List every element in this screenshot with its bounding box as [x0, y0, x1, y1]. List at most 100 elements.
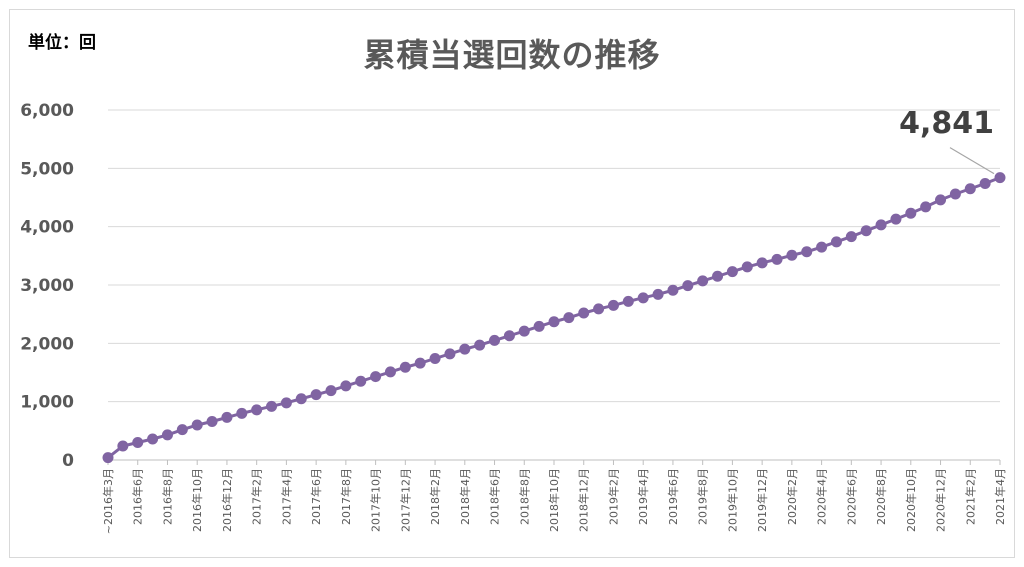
x-tick-label: 2020年10月: [904, 468, 918, 532]
x-tick-label: 2019年6月: [666, 468, 680, 525]
data-point: [176, 424, 188, 436]
y-tick-label: 5,000: [20, 159, 74, 179]
data-point: [399, 361, 411, 373]
x-tick-label: 2017年2月: [250, 468, 264, 525]
data-point: [786, 249, 798, 261]
data-point: [117, 440, 129, 452]
x-tick-label: 2017年8月: [339, 468, 353, 525]
data-point: [280, 397, 292, 409]
data-point: [563, 312, 575, 324]
series-line: [102, 172, 1006, 464]
data-point: [830, 236, 842, 248]
data-point: [429, 353, 441, 364]
y-axis: 0 1,000 2,000 3,000 4,000 5,000 6,000: [20, 101, 74, 471]
data-point: [712, 270, 724, 282]
x-tick-label: 2021年4月: [993, 468, 1007, 525]
data-point: [251, 404, 263, 416]
chart-title: 累積当選回数の推移: [363, 36, 661, 74]
x-tick-label: 2020年8月: [874, 468, 888, 525]
y-tick-label: 2,000: [20, 334, 74, 354]
unit-label: 単位：回: [28, 33, 96, 53]
chart-frame: [9, 9, 1015, 558]
data-point: [845, 231, 857, 243]
x-tick-label: 2017年6月: [309, 468, 323, 525]
data-point: [147, 433, 159, 445]
data-point: [935, 194, 947, 206]
x-tick-label: 2016年8月: [160, 468, 174, 525]
data-point: [741, 261, 753, 273]
data-point: [474, 339, 486, 351]
y-tick-label: 1,000: [20, 393, 74, 413]
leader-line: [949, 147, 995, 175]
gridlines: [108, 109, 1000, 403]
data-point: [221, 411, 233, 423]
x-tick-label: 2019年2月: [606, 468, 620, 525]
data-point: [533, 320, 545, 332]
x-tick-label: 2018年6月: [488, 468, 502, 525]
data-point: [964, 183, 976, 195]
data-point: [622, 295, 634, 307]
x-tick-label: 2021年2月: [963, 468, 977, 525]
data-point: [459, 343, 471, 355]
x-tick-label: 2020年2月: [785, 468, 799, 525]
data-point: [890, 213, 902, 225]
data-point: [578, 307, 590, 319]
data-point: [875, 219, 887, 231]
data-point: [756, 257, 768, 269]
x-tick-label: 2020年12月: [934, 468, 948, 532]
y-tick-label: 3,000: [20, 276, 74, 296]
data-point: [979, 178, 991, 189]
data-point: [325, 385, 337, 397]
data-point: [191, 419, 203, 431]
data-point: [697, 275, 709, 287]
data-point: [682, 280, 694, 292]
data-point: [444, 348, 456, 360]
data-point: [607, 299, 619, 311]
data-point: [593, 303, 605, 315]
x-tick-label: 2019年8月: [696, 468, 710, 525]
data-point: [994, 172, 1006, 184]
x-axis: ~2016年3月 2016年6月 2016年8月 2016年10月 2016年12月 20…: [101, 459, 1007, 534]
x-tick-label: 2019年4月: [636, 468, 650, 525]
data-point: [518, 325, 530, 337]
data-point: [905, 207, 917, 219]
x-tick-label: 2019年12月: [755, 468, 769, 532]
x-tick-label: 2017年12月: [398, 468, 412, 532]
x-tick-label: 2019年10月: [725, 468, 739, 532]
data-point: [771, 253, 783, 265]
x-tick-label: 2018年8月: [517, 468, 531, 525]
data-point: [384, 366, 396, 378]
data-point: [949, 188, 961, 200]
x-tick-label: 2016年12月: [220, 468, 234, 532]
data-point: [355, 375, 367, 387]
x-tick-label: 2020年4月: [815, 468, 829, 525]
x-tick-label: 2016年10月: [190, 468, 204, 532]
data-point: [206, 416, 218, 427]
data-point: [132, 437, 144, 448]
y-tick-label: 0: [62, 451, 74, 471]
data-point: [236, 407, 248, 419]
x-tick-label: 2018年2月: [428, 468, 442, 525]
x-tick-label: 2018年12月: [577, 468, 591, 532]
y-tick-label: 6,000: [20, 101, 74, 121]
x-tick-label: 2020年6月: [844, 468, 858, 525]
data-point: [637, 292, 649, 304]
data-point: [414, 357, 426, 369]
data-point: [667, 284, 679, 296]
data-point: [340, 380, 352, 392]
end-annotation: 4,841: [899, 106, 995, 175]
data-point: [295, 393, 307, 405]
x-tick-label: 2017年4月: [279, 468, 293, 525]
x-tick-label: 2016年6月: [131, 468, 145, 525]
data-point: [266, 400, 278, 412]
y-tick-label: 4,000: [20, 218, 74, 238]
x-tick-label: 2018年4月: [458, 468, 472, 525]
data-point: [816, 241, 828, 253]
data-point: [310, 389, 322, 401]
data-point: [370, 371, 382, 383]
data-point: [503, 330, 515, 342]
x-tick-label: 2017年10月: [369, 468, 383, 532]
end-value-label: 4,841: [899, 106, 994, 141]
data-point: [801, 246, 813, 258]
